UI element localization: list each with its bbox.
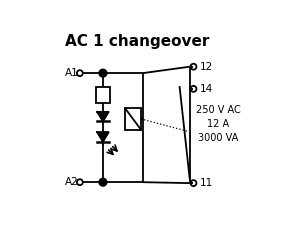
Text: 12: 12 [200,62,213,72]
Text: A1: A1 [65,68,79,78]
Text: A2: A2 [65,177,79,187]
Text: AC 1 changeover: AC 1 changeover [65,34,209,49]
Bar [96,87,110,103]
Text: 14: 14 [200,84,213,94]
Circle shape [99,69,106,77]
Circle shape [99,179,106,186]
Bar [125,108,141,130]
Text: 11: 11 [200,178,213,188]
Polygon shape [97,132,109,142]
Polygon shape [97,112,109,121]
Text: 250 V AC
12 A
3000 VA: 250 V AC 12 A 3000 VA [196,105,241,143]
